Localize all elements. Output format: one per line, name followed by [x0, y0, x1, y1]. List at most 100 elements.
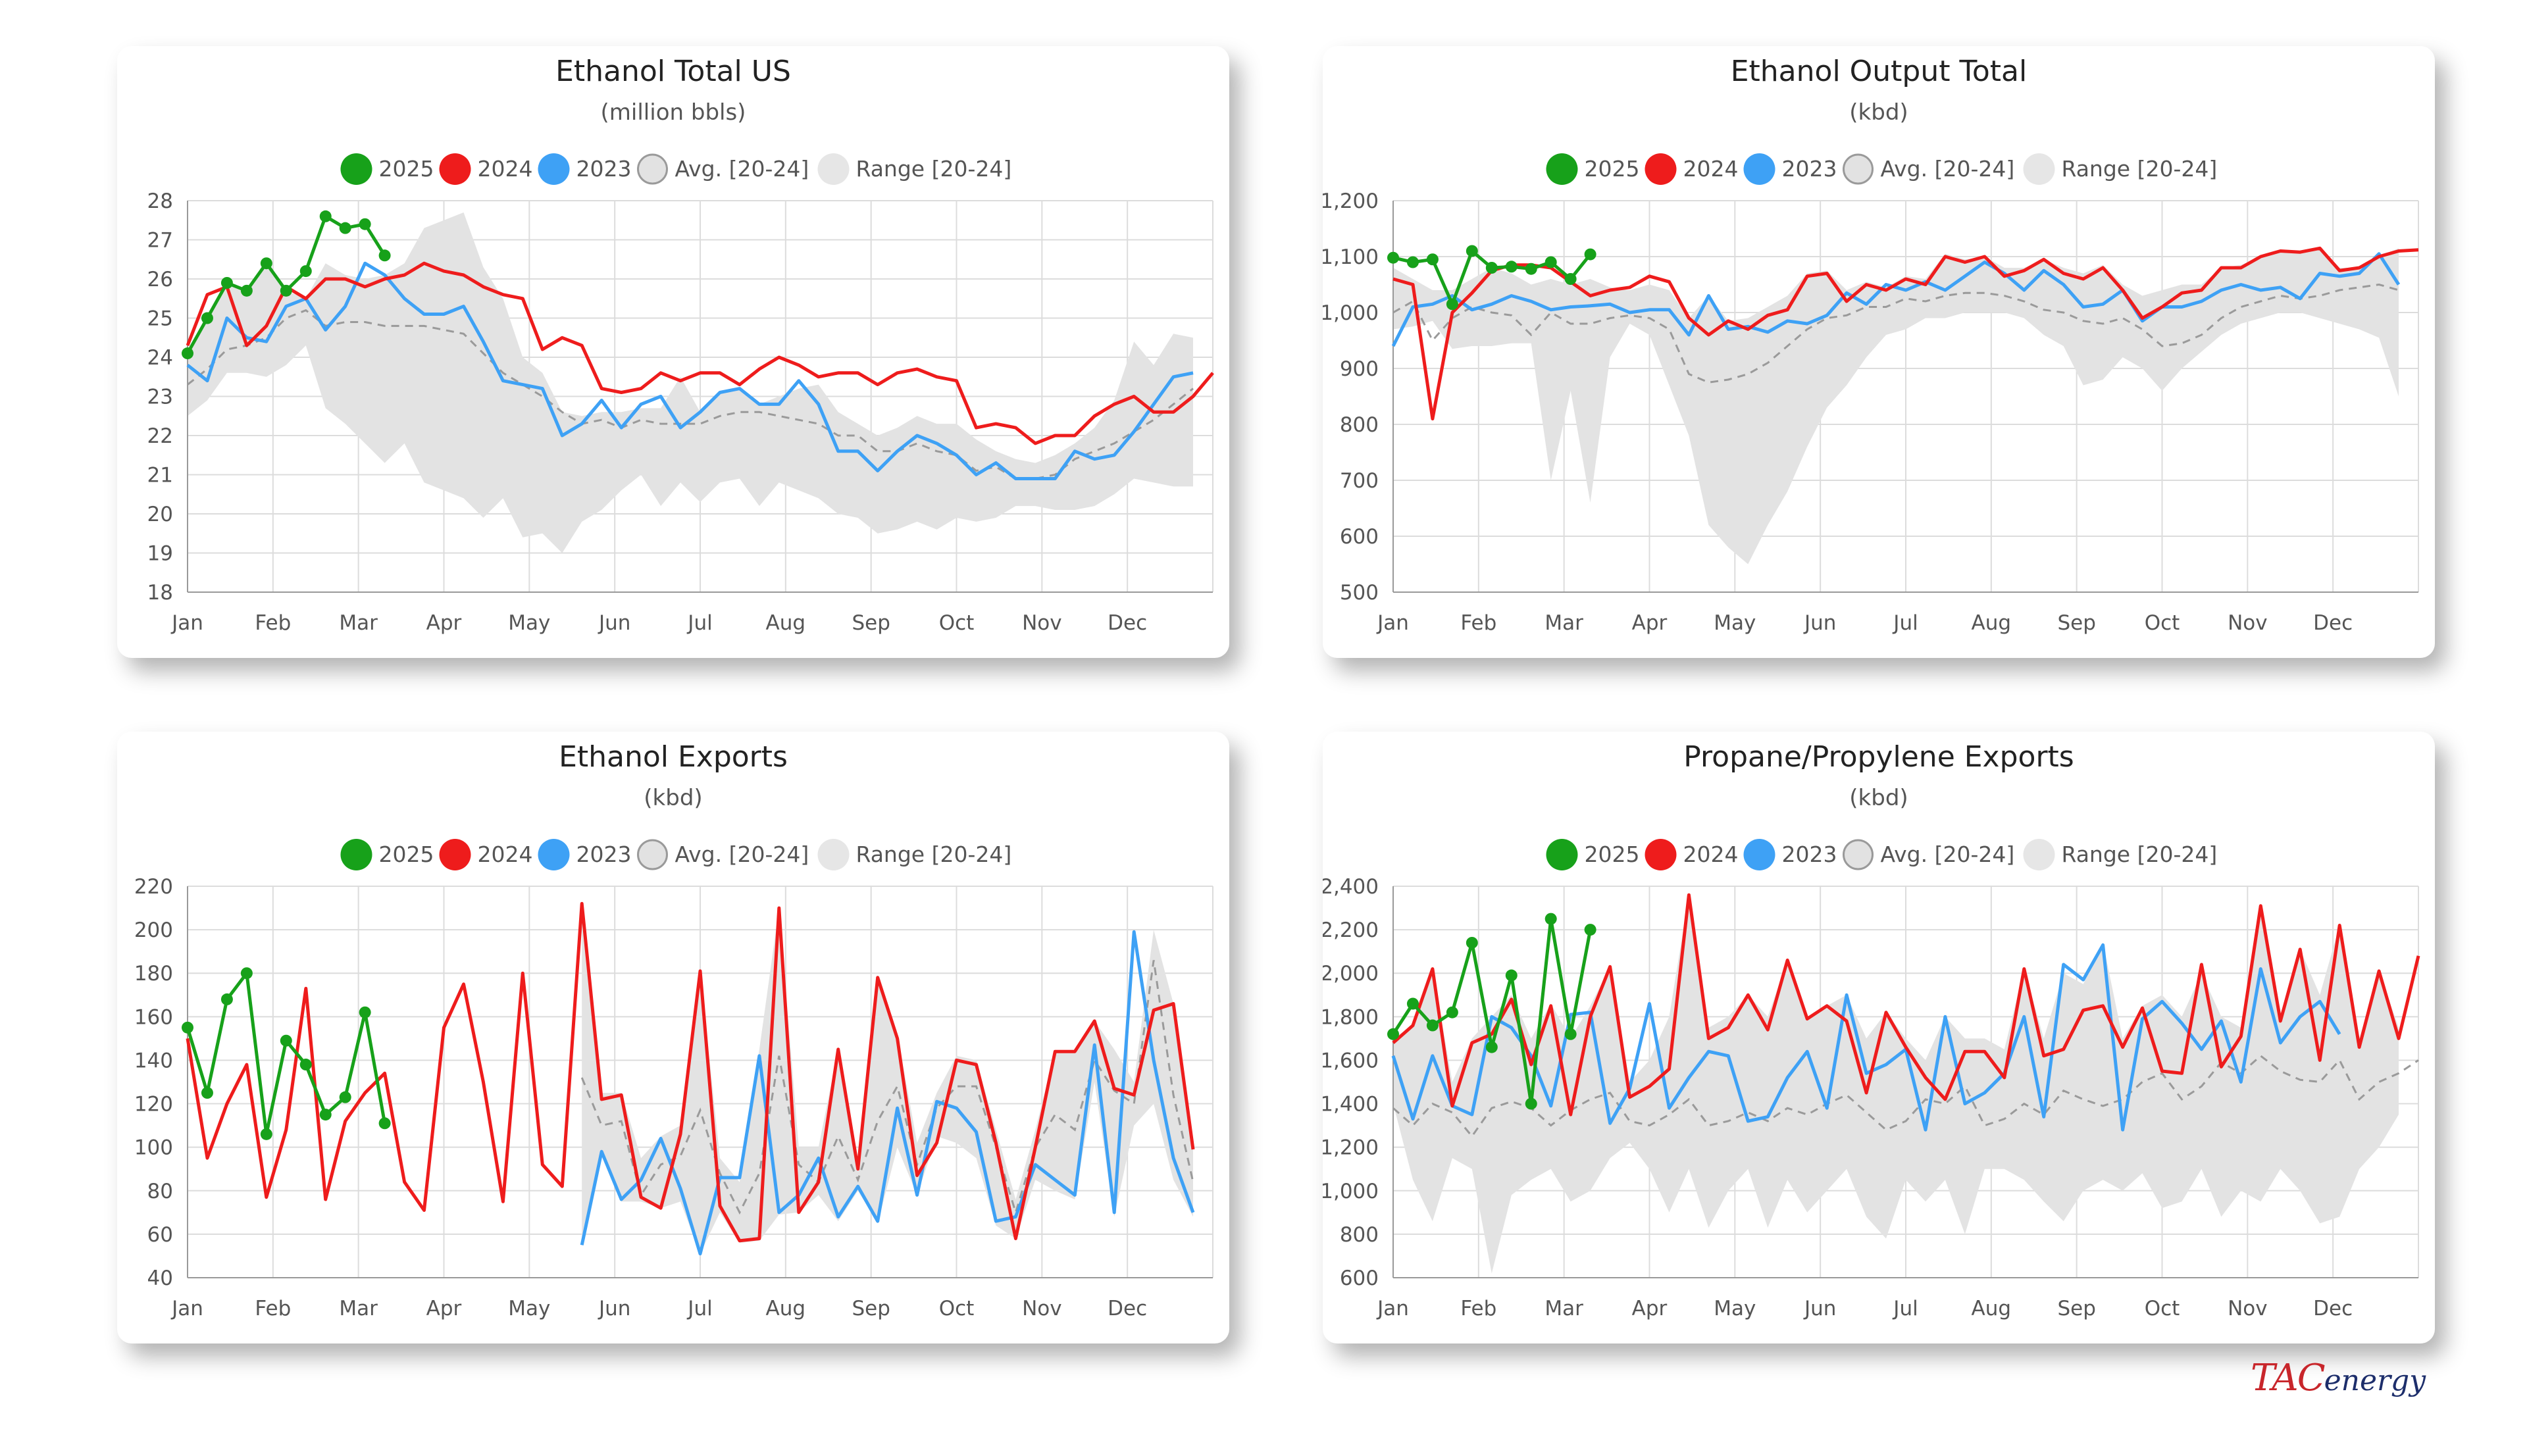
point-2025[interactable] — [182, 347, 193, 360]
point-2025[interactable] — [1584, 924, 1596, 936]
point-2025[interactable] — [1446, 298, 1458, 311]
point-2025[interactable] — [319, 210, 332, 222]
point-2025[interactable] — [319, 1109, 332, 1121]
chart-card-ethanol-output: Ethanol Output Total (kbd) 2025 2024 2023 A… — [1323, 46, 2435, 658]
chart-legend[interactable]: 2025 2024 2023 Avg. [20-24] Range [20-24] — [340, 839, 1012, 870]
chart-legend[interactable]: 2025 2024 2023 Avg. [20-24] Range [20-24] — [1546, 839, 2218, 870]
point-2025[interactable] — [182, 1021, 193, 1034]
legend-item-1[interactable]: 2024 — [439, 839, 533, 870]
point-2025[interactable] — [1387, 1028, 1399, 1040]
legend-item-4[interactable]: Range [20-24] — [817, 839, 1012, 870]
legend-item-3[interactable]: Avg. [20-24] — [637, 153, 809, 185]
point-2025[interactable] — [201, 1087, 213, 1099]
x-tick-label: Jun — [598, 611, 630, 635]
chart-legend[interactable]: 2025 2024 2023 Avg. [20-24] Range [20-24] — [1546, 153, 2218, 185]
point-2025[interactable] — [339, 222, 351, 234]
legend-item-0[interactable]: 2025 — [1546, 839, 1640, 870]
legend-item-3[interactable]: Avg. [20-24] — [1843, 839, 2015, 870]
legend-swatch — [538, 839, 570, 870]
legend-item-4[interactable]: Range [20-24] — [2023, 839, 2218, 870]
point-2025[interactable] — [1426, 253, 1439, 266]
series-2024-line — [1392, 893, 2420, 1117]
legend-item-0[interactable]: 2025 — [1546, 153, 1640, 185]
y-tick-label: 24 — [147, 346, 173, 370]
point-2025[interactable] — [1406, 256, 1419, 268]
point-2025[interactable] — [299, 1059, 312, 1071]
point-2025[interactable] — [299, 265, 312, 278]
point-2025[interactable] — [1466, 936, 1478, 949]
x-tick-label: Nov — [2228, 1297, 2268, 1320]
point-2025[interactable] — [1406, 997, 1419, 1010]
point-2025[interactable] — [339, 1091, 351, 1103]
legend-item-3[interactable]: Avg. [20-24] — [1843, 153, 2015, 185]
point-2025[interactable] — [359, 1006, 371, 1018]
point-2025[interactable] — [1505, 969, 1518, 982]
x-tick-label: Jul — [686, 611, 712, 635]
legend-label: Avg. [20-24] — [675, 156, 809, 182]
chart-card-ethanol-exports: Ethanol Exports (kbd) 2025 2024 2023 Avg. [… — [117, 732, 1229, 1343]
point-2025[interactable] — [280, 284, 292, 297]
point-2025[interactable] — [1505, 261, 1518, 273]
point-2025[interactable] — [378, 249, 391, 262]
point-2025[interactable] — [280, 1034, 292, 1047]
point-2025[interactable] — [1485, 262, 1498, 274]
point-2025[interactable] — [1544, 256, 1557, 268]
x-tick-label: May — [1714, 1297, 1756, 1320]
legend-swatch — [637, 153, 668, 185]
x-tick-label: Apr — [426, 1297, 462, 1320]
point-2025[interactable] — [1485, 1041, 1498, 1053]
legend-item-0[interactable]: 2025 — [340, 839, 434, 870]
legend-item-2[interactable]: 2023 — [1743, 153, 1837, 185]
x-tick-label: Mar — [1544, 1297, 1583, 1320]
series-2023-line — [1391, 252, 2401, 347]
point-2025[interactable] — [1525, 263, 1537, 275]
chart-legend[interactable]: 2025 2024 2023 Avg. [20-24] Range [20-24] — [340, 153, 1012, 185]
series-range-band — [188, 212, 1193, 553]
x-tick-label: Oct — [939, 611, 975, 635]
chart-subtitle: (kbd) — [1849, 785, 1908, 811]
point-2025[interactable] — [240, 967, 253, 980]
point-2025[interactable] — [220, 993, 233, 1005]
point-2025[interactable] — [1446, 1006, 1458, 1018]
series-avg-line — [1392, 1054, 2419, 1138]
point-2025[interactable] — [1466, 245, 1478, 257]
point-2025[interactable] — [260, 257, 272, 270]
legend-item-4[interactable]: Range [20-24] — [2023, 153, 2218, 185]
point-2025[interactable] — [1564, 1028, 1577, 1040]
legend-item-1[interactable]: 2024 — [439, 153, 533, 185]
point-2025[interactable] — [378, 1117, 391, 1130]
legend-item-2[interactable]: 2023 — [538, 153, 632, 185]
point-2025[interactable] — [201, 312, 213, 324]
series-2023-line — [1391, 943, 2341, 1132]
point-2025[interactable] — [1525, 1097, 1537, 1110]
point-2025[interactable] — [1584, 248, 1596, 261]
x-tick-label: Jun — [1803, 611, 1836, 635]
point-2025[interactable] — [240, 284, 253, 297]
point-2025[interactable] — [1544, 913, 1557, 925]
legend-item-0[interactable]: 2025 — [340, 153, 434, 185]
point-2025[interactable] — [1426, 1019, 1439, 1032]
x-tick-label: Sep — [2057, 1297, 2095, 1320]
x-tick-label: Mar — [339, 1297, 378, 1320]
legend-item-2[interactable]: 2023 — [538, 839, 632, 870]
legend-item-4[interactable]: Range [20-24] — [817, 153, 1012, 185]
x-tick-label: Aug — [766, 1297, 806, 1320]
y-tick-label: 40 — [147, 1267, 173, 1290]
x-tick-label: Nov — [1022, 1297, 1062, 1320]
x-tick-label: May — [1714, 611, 1756, 635]
legend-item-2[interactable]: 2023 — [1743, 839, 1837, 870]
point-2025[interactable] — [1564, 273, 1577, 285]
point-2025[interactable] — [220, 276, 233, 289]
point-2025[interactable] — [359, 218, 371, 230]
chart-subtitle: (kbd) — [1849, 99, 1908, 126]
point-2025[interactable] — [260, 1128, 272, 1140]
x-tick-label: Apr — [426, 611, 462, 635]
legend-item-1[interactable]: 2024 — [1645, 839, 1739, 870]
chart-ethanol-output: Ethanol Output Total (kbd) 2025 2024 2023 A… — [1323, 55, 2419, 635]
chart-title: Ethanol Exports — [559, 740, 788, 774]
legend-item-3[interactable]: Avg. [20-24] — [637, 839, 809, 870]
series-range-band — [1393, 895, 2399, 1274]
point-2025[interactable] — [1387, 251, 1399, 264]
legend-item-1[interactable]: 2024 — [1645, 153, 1739, 185]
legend-swatch — [1743, 839, 1775, 870]
